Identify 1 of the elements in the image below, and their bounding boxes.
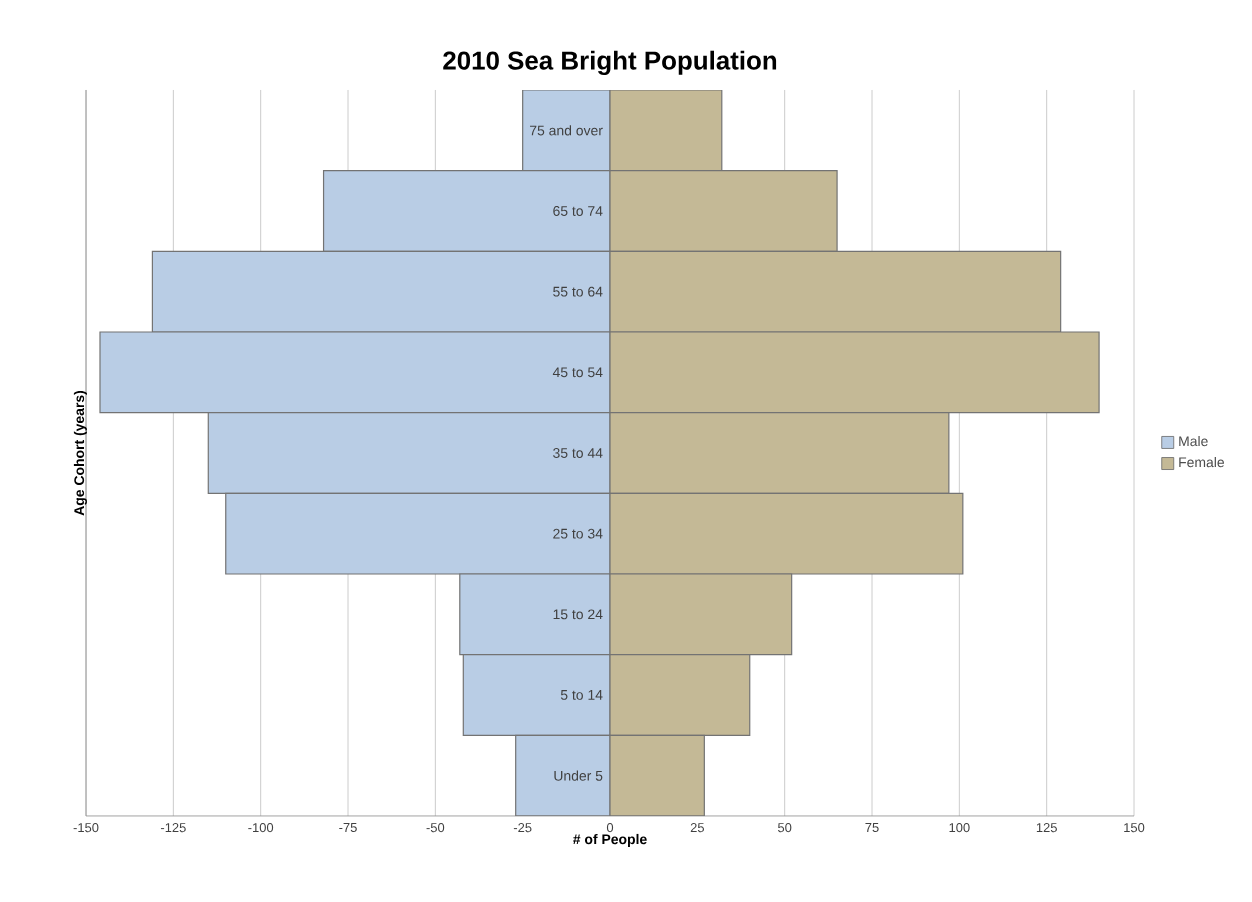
chart-title: 2010 Sea Bright Population	[443, 50, 777, 75]
